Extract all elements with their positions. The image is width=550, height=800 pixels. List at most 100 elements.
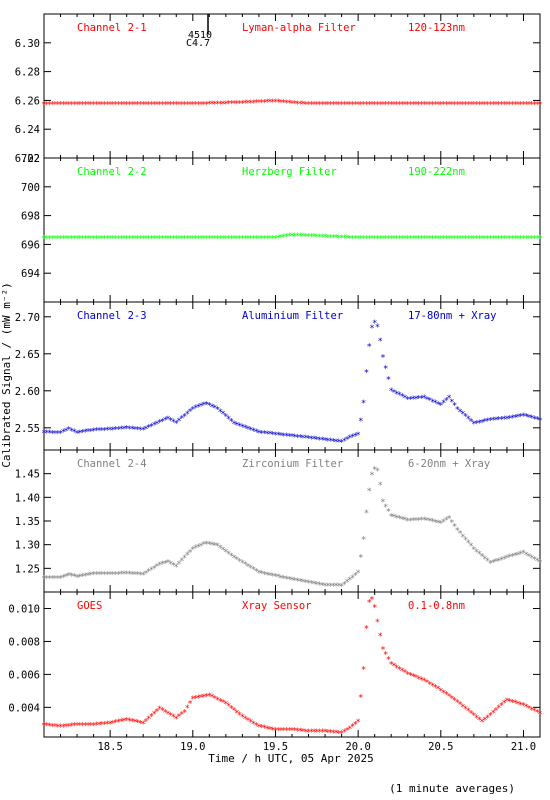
data-point: * — [485, 235, 490, 245]
data-point: * — [80, 101, 85, 111]
data-point: * — [485, 101, 490, 111]
data-point: * — [215, 696, 220, 706]
data-point: * — [295, 232, 300, 242]
data-point: * — [234, 709, 239, 719]
data-point: * — [289, 726, 294, 736]
data-point: * — [501, 235, 506, 245]
data-point: * — [460, 533, 465, 543]
data-point: * — [278, 431, 283, 441]
data-point: * — [116, 425, 121, 435]
data-point: * — [518, 235, 523, 245]
data-point: * — [375, 467, 380, 477]
data-point: * — [493, 558, 498, 568]
data-point: * — [174, 419, 179, 429]
data-point: * — [287, 576, 292, 586]
data-point: * — [471, 545, 476, 555]
data-point: * — [146, 715, 151, 725]
data-point: * — [234, 421, 239, 431]
data-point: * — [394, 101, 399, 111]
data-point: * — [193, 235, 198, 245]
data-point: * — [460, 235, 465, 245]
data-point: * — [110, 235, 115, 245]
data-point: * — [154, 101, 159, 111]
data-point: * — [55, 235, 60, 245]
data-point: * — [140, 571, 145, 581]
data-point: * — [96, 570, 101, 580]
data-point: * — [383, 101, 388, 111]
data-point: * — [388, 512, 393, 522]
data-point: * — [510, 552, 515, 562]
panel-filter: Herzberg Filter — [242, 166, 337, 178]
data-point: * — [270, 726, 275, 736]
data-point: * — [61, 428, 66, 438]
data-point: * — [411, 673, 416, 683]
data-point: * — [408, 395, 413, 405]
data-point: * — [157, 705, 162, 715]
data-point: * — [94, 721, 99, 731]
data-point: * — [149, 101, 154, 111]
data-point: * — [441, 101, 446, 111]
data-point: * — [179, 557, 184, 567]
data-point: * — [69, 101, 74, 111]
data-point: * — [253, 99, 258, 109]
data-point: * — [270, 235, 275, 245]
data-point: * — [129, 425, 134, 435]
data-point: * — [270, 572, 275, 582]
data-point: * — [165, 235, 170, 245]
data-point: * — [482, 418, 487, 428]
data-point: * — [218, 697, 223, 707]
data-point: * — [127, 717, 132, 727]
data-point: * — [231, 235, 236, 245]
data-point: * — [380, 498, 385, 508]
data-point: * — [413, 517, 418, 527]
data-point: * — [99, 101, 104, 111]
data-point: * — [512, 552, 517, 562]
data-point: * — [535, 416, 540, 426]
data-point: * — [179, 101, 184, 111]
data-point: * — [457, 408, 462, 418]
data-point: * — [342, 580, 347, 590]
panel-band: 6-20nm + Xray — [408, 458, 490, 470]
data-point: * — [207, 402, 212, 412]
data-point: * — [72, 235, 77, 245]
data-point: * — [182, 554, 187, 564]
flare-marker-class: C4.7 — [186, 38, 210, 49]
data-point: * — [121, 425, 126, 435]
data-point: * — [41, 575, 46, 585]
data-point: * — [468, 235, 473, 245]
data-point: * — [96, 101, 101, 111]
data-point: * — [441, 518, 446, 528]
panel-band: 0.1-0.8nm — [408, 600, 465, 612]
data-point: * — [245, 235, 250, 245]
data-point: * — [105, 426, 110, 436]
data-point: * — [504, 415, 509, 425]
data-point: * — [165, 415, 170, 425]
data-point: * — [248, 99, 253, 109]
data-point: * — [485, 557, 490, 567]
data-point: * — [77, 429, 82, 439]
data-point: * — [132, 425, 137, 435]
data-point: * — [102, 426, 107, 436]
data-point: * — [386, 235, 391, 245]
data-point: * — [284, 726, 289, 736]
data-point: * — [165, 101, 170, 111]
data-point: * — [96, 721, 101, 731]
data-point: * — [328, 101, 333, 111]
data-point: * — [171, 418, 176, 428]
data-point: * — [535, 709, 540, 719]
data-point: * — [58, 235, 63, 245]
data-point: * — [303, 100, 308, 110]
data-point: * — [397, 515, 402, 525]
data-point: * — [496, 101, 501, 111]
data-point: * — [284, 575, 289, 585]
data-point: * — [61, 235, 66, 245]
data-point: * — [66, 571, 71, 581]
data-point: * — [284, 432, 289, 442]
data-point: * — [281, 574, 286, 584]
data-point: * — [248, 426, 253, 436]
data-point: * — [526, 704, 531, 714]
data-point: * — [532, 415, 537, 425]
data-point: * — [383, 651, 388, 661]
data-point: * — [143, 569, 148, 579]
